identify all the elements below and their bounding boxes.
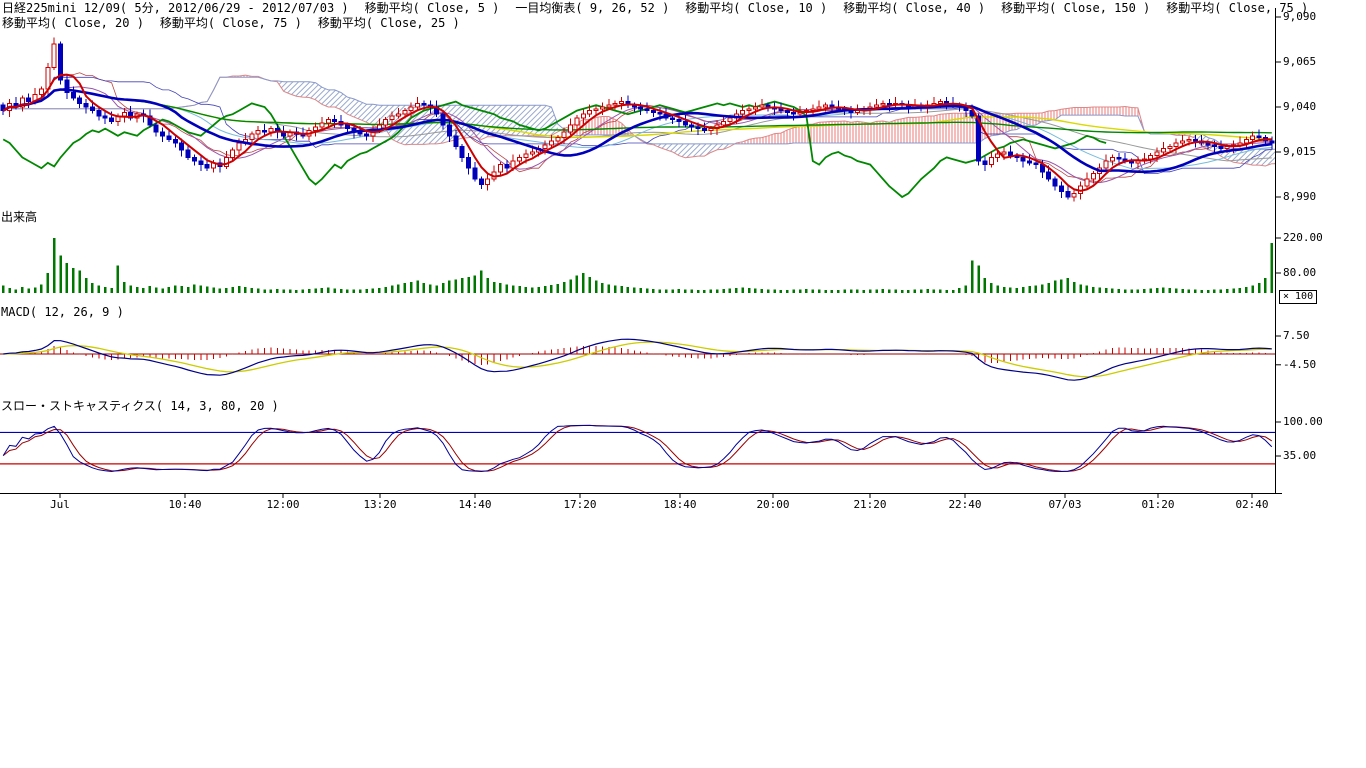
indicator-label: 一目均衡表( 9, 26, 52 ): [515, 1, 669, 15]
time-axis-label: 12:00: [259, 498, 307, 511]
time-axis-label: 10:40: [161, 498, 209, 511]
macd-panel-label: MACD( 12, 26, 9 ): [1, 306, 124, 319]
time-axis-label: 13:20: [356, 498, 404, 511]
volume-axis-label: 220.00: [1283, 231, 1323, 244]
time-axis-label: 18:40: [656, 498, 704, 511]
time-axis-label: 01:20: [1134, 498, 1182, 511]
macd-axis-label: 7.50: [1283, 329, 1310, 342]
macd-axis-label: -4.50: [1283, 358, 1316, 371]
price-panel: [1, 38, 1366, 202]
time-axis-label: 07/03: [1041, 498, 1089, 511]
time-axis-label: 14:40: [451, 498, 499, 511]
macd-panel: [0, 339, 1275, 380]
stoch-panel: [0, 425, 1275, 471]
indicator-label: 移動平均( Close, 10 ): [685, 1, 827, 15]
indicator-label: 移動平均( Close, 5 ): [365, 1, 500, 15]
chart-canvas[interactable]: [0, 0, 1366, 520]
price-axis-label: 9,065: [1283, 55, 1316, 68]
indicator-label: 移動平均( Close, 75 ): [160, 16, 302, 30]
indicator-header-row-1: 日経225mini 12/09( 5分, 2012/06/29 - 2012/0…: [2, 1, 1308, 15]
stoch-axis-label: 35.00: [1283, 449, 1316, 462]
indicator-label: 移動平均( Close, 40 ): [843, 1, 985, 15]
indicator-label: 移動平均( Close, 20 ): [2, 16, 144, 30]
time-axis-label: 22:40: [941, 498, 989, 511]
stoch-axis-label: 100.00: [1283, 415, 1323, 428]
price-axis-label: 9,015: [1283, 145, 1316, 158]
candles-layer: [1, 38, 1274, 202]
price-axis-label: 8,990: [1283, 190, 1316, 203]
indicator-label: 移動平均( Close, 25 ): [318, 16, 460, 30]
price-axis-label: 9,090: [1283, 10, 1316, 23]
chart-app: 日経225mini 12/09( 5分, 2012/06/29 - 2012/0…: [0, 0, 1366, 768]
axes-layer: [0, 8, 1282, 498]
volume-unit-badge: × 100: [1279, 290, 1317, 304]
volume-panel-label: 出来高: [1, 211, 37, 224]
time-axis-label: Jul: [36, 498, 84, 511]
time-axis-label: 17:20: [556, 498, 604, 511]
indicator-label: 移動平均( Close, 150 ): [1001, 1, 1150, 15]
time-axis-label: 02:40: [1228, 498, 1276, 511]
indicator-header-row-2: 移動平均( Close, 20 ) 移動平均( Close, 75 ) 移動平均( …: [2, 16, 460, 30]
indicator-label: 日経225mini 12/09( 5分, 2012/06/29 - 2012/0…: [2, 1, 349, 15]
time-axis-label: 20:00: [749, 498, 797, 511]
volume-panel: [2, 238, 1273, 293]
price-axis-label: 9,040: [1283, 100, 1316, 113]
time-axis-label: 21:20: [846, 498, 894, 511]
volume-axis-label: 80.00: [1283, 266, 1316, 279]
stoch-panel-label: スロー・ストキャスティクス( 14, 3, 80, 20 ): [1, 400, 279, 413]
